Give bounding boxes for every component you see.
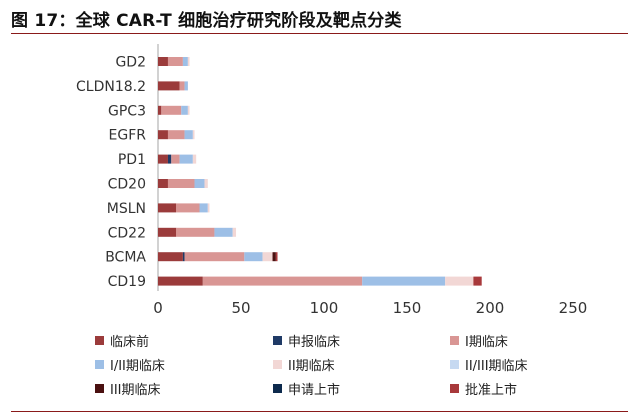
y-tick-label: CD22 xyxy=(108,225,146,241)
legend-swatch xyxy=(95,360,104,369)
bar-segment xyxy=(192,130,195,140)
title-divider xyxy=(11,33,628,34)
x-tick-label: 150 xyxy=(393,299,422,317)
legend-swatch xyxy=(273,384,282,393)
bar-segment xyxy=(362,276,446,286)
legend-swatch xyxy=(95,384,104,393)
legend-item: III期临床 xyxy=(95,379,161,398)
x-tick-label: 0 xyxy=(153,299,163,317)
legend-label: 临床前 xyxy=(110,335,150,350)
bar-segment xyxy=(194,179,205,188)
bar-segment xyxy=(176,227,215,237)
bar-segment xyxy=(179,154,193,164)
bar-segment xyxy=(167,130,185,140)
bar-segment xyxy=(167,179,195,188)
figure-title: 图 17：全球 CAR-T 细胞治疗研究阶段及靶点分类 xyxy=(11,11,402,31)
y-tick-label: CD20 xyxy=(108,177,146,193)
y-tick-label: PD1 xyxy=(118,152,146,168)
legend-item: 申请上市 xyxy=(273,379,340,398)
legend-item: I/II期临床 xyxy=(95,355,165,374)
legend-item: 批准上市 xyxy=(450,379,517,398)
bar-segment xyxy=(161,105,182,115)
bar-segment xyxy=(182,252,185,262)
bar-segment xyxy=(199,203,208,213)
bar-segment xyxy=(187,57,190,66)
bar-segment xyxy=(158,203,177,213)
legend-label: II/III期临床 xyxy=(465,359,528,374)
bar-segment xyxy=(158,276,203,286)
legend-item: I期临床 xyxy=(450,331,508,350)
bar-segment xyxy=(176,203,200,213)
legend-swatch xyxy=(273,360,282,369)
bar-segment xyxy=(158,179,168,188)
bar-segment xyxy=(184,252,245,262)
bar-segment xyxy=(187,105,190,115)
bar-segment xyxy=(158,105,162,115)
bar-segment xyxy=(192,154,197,164)
legend-swatch xyxy=(450,360,459,369)
x-tick-label: 50 xyxy=(231,299,250,317)
bar-segment xyxy=(158,81,180,91)
bar-segment xyxy=(473,276,482,286)
y-tick-label: MSLN xyxy=(107,201,146,217)
y-tick-label: GD2 xyxy=(115,55,146,71)
bar-segment xyxy=(204,179,208,188)
x-tick-label: 250 xyxy=(559,299,588,317)
bar-segment xyxy=(171,154,180,164)
bar-segment xyxy=(181,105,188,115)
y-tick-label: BCMA xyxy=(105,250,146,266)
legend-label: 申请上市 xyxy=(288,383,341,398)
bar-segment xyxy=(232,227,237,237)
x-tick-label: 200 xyxy=(476,299,505,317)
legend-label: II期临床 xyxy=(288,359,335,374)
legend-swatch xyxy=(95,336,104,345)
legend-item: II/III期临床 xyxy=(450,355,528,374)
y-tick-label: CD19 xyxy=(108,274,146,290)
legend-label: III期临床 xyxy=(110,383,161,398)
y-tick-label: CLDN18.2 xyxy=(76,79,146,95)
bar-segment xyxy=(184,130,193,140)
bar-segment xyxy=(184,81,188,91)
legend-label: 批准上市 xyxy=(465,383,518,398)
legend-label: I/II期临床 xyxy=(110,359,165,374)
bar-segment xyxy=(275,252,278,262)
bar-segment xyxy=(158,130,168,140)
bottom-divider xyxy=(11,411,628,412)
legend-swatch xyxy=(450,336,459,345)
bar-segment xyxy=(445,276,474,286)
bar-segment xyxy=(214,227,233,237)
legend-item: II期临床 xyxy=(273,355,335,374)
bar-segment xyxy=(262,252,273,262)
legend-swatch xyxy=(273,336,282,345)
bar-segment xyxy=(158,57,168,66)
bar-segment xyxy=(244,252,263,262)
bar-segment xyxy=(158,154,168,164)
stacked-bar-chart: GD2 CLDN18.2 GPC3 EGFR PD1 CD20 MSLN CD22 BCMA CD… xyxy=(76,44,588,317)
y-tick-label: EGFR xyxy=(109,128,147,144)
bar-segment xyxy=(182,57,188,66)
bar-segment xyxy=(167,154,172,164)
bar-segment xyxy=(207,203,210,213)
bar-segment xyxy=(202,276,363,286)
legend-swatch xyxy=(450,384,459,393)
bar-segment xyxy=(158,252,183,262)
legend-label: 申报临床 xyxy=(288,335,341,350)
legend-label: I期临床 xyxy=(465,335,508,350)
bar-segment xyxy=(272,252,276,262)
y-tick-label: GPC3 xyxy=(108,103,146,119)
bar-segment xyxy=(158,227,177,237)
legend-item: 临床前 xyxy=(95,331,149,350)
x-tick-label: 100 xyxy=(310,299,339,317)
bar-segment xyxy=(179,81,185,91)
bar-segment xyxy=(167,57,183,66)
legend-item: 申报临床 xyxy=(273,331,340,350)
